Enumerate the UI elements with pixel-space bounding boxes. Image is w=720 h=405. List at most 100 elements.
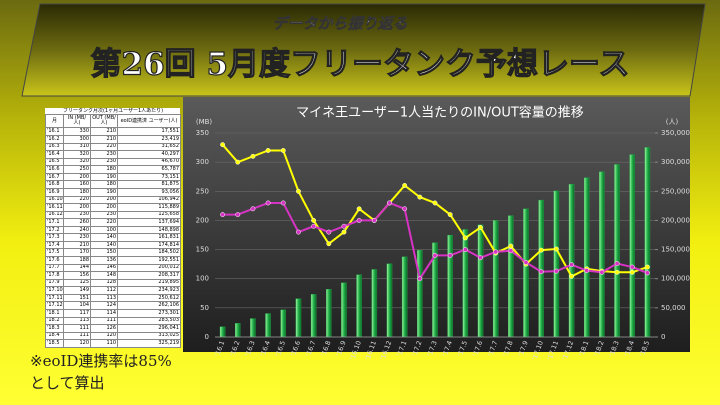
bar	[447, 234, 453, 338]
line-marker	[569, 262, 575, 268]
table-cell: 113	[63, 316, 91, 326]
table-cell: 148	[90, 271, 118, 280]
table-row: '16.10 220 200 106,942	[45, 195, 182, 205]
line-marker	[553, 246, 559, 252]
table-row: '16.6 250 180 65,787	[45, 165, 182, 174]
bar	[401, 256, 408, 338]
table-row: '18.1 117 114 273,301	[45, 308, 182, 318]
table-cell: 200	[90, 203, 118, 212]
line-marker	[462, 247, 468, 253]
y-axis-label: (MB)	[196, 118, 213, 126]
bar	[417, 250, 423, 338]
table-row: '17.10 149 112 234,923	[45, 286, 182, 295]
line-marker	[235, 212, 241, 218]
line-marker	[432, 200, 438, 206]
banner-subtitle: データから振り返る	[272, 15, 407, 33]
table-cell: 111	[63, 331, 91, 341]
table-cell: 100	[90, 225, 118, 235]
table-cell: 124	[90, 301, 118, 310]
line-marker	[523, 259, 529, 265]
table-cell: '17.10	[45, 286, 64, 295]
line-marker	[402, 206, 408, 212]
table-cell: 112	[90, 286, 118, 295]
line-marker	[326, 241, 332, 247]
table-cell: '16.2	[45, 135, 64, 144]
line-marker	[220, 212, 226, 218]
table-row: '16.9 180 190 93,056	[45, 187, 182, 197]
table-cell: 188	[63, 256, 91, 265]
y2-axis-label: (人)	[666, 118, 679, 126]
line-marker	[250, 153, 256, 159]
table-row: '16.5 320 230 46,670	[45, 157, 182, 167]
table-cell: 320	[63, 157, 91, 167]
table-cell: 161,831	[116, 233, 182, 242]
table-cell: 325,219	[116, 339, 182, 348]
table-cell: 240	[63, 225, 91, 235]
chart-title: マイネ王ユーザー1人当たりのIN/OUT容量の推移	[296, 105, 584, 121]
table-cell: 160	[63, 180, 91, 189]
table-cell: 219,895	[116, 278, 182, 288]
line-marker	[478, 255, 483, 261]
table-row: '16.8 160 180 81,875	[45, 180, 182, 189]
table-cell: 104	[63, 301, 91, 310]
line-marker	[311, 223, 317, 229]
line-marker	[235, 159, 241, 165]
table-cell: 300	[63, 135, 91, 144]
y2-tick-label: 300,000	[661, 158, 690, 166]
bar	[508, 215, 514, 338]
table-cell: 111	[90, 316, 118, 326]
table-cell: 149	[63, 286, 91, 295]
bar	[583, 177, 590, 338]
table-row: '17.4 210 140 174,814	[45, 240, 182, 250]
line-marker	[462, 235, 468, 241]
line-marker	[326, 229, 332, 235]
table-cell: 230	[90, 157, 118, 167]
table-cell: 120	[90, 331, 118, 341]
table-cell: '16.9	[45, 187, 64, 197]
table-cell: '16.11	[45, 203, 64, 212]
table-row: '17.6 188 136 192,551	[45, 256, 182, 265]
table-cell: 156	[63, 271, 91, 280]
table-cell: '17.6	[45, 256, 64, 265]
banner	[21, 3, 706, 97]
line-marker	[250, 206, 256, 212]
bar	[538, 199, 544, 338]
table-cell: 230	[90, 150, 118, 159]
table-title-row: フリータンク月次(1ヶ月ユーザー1人あたり)	[46, 108, 181, 115]
table-cell: 110	[90, 339, 118, 348]
table-cell: '18.3	[45, 324, 64, 333]
table-row: '18.2 113 111 283,503	[45, 316, 182, 326]
bar	[235, 323, 241, 338]
y2-tick-label: 200,000	[661, 216, 690, 224]
bar	[553, 190, 560, 338]
table-cell: 120	[63, 339, 91, 348]
table-cell: 262,106	[116, 301, 182, 310]
bar	[386, 263, 393, 338]
table-cell: '16.10	[45, 195, 64, 205]
bar	[280, 309, 287, 338]
table-cell: 93,056	[116, 187, 182, 197]
bar	[568, 184, 575, 338]
table-cell: 310	[63, 142, 91, 152]
table-cell: 200	[63, 203, 91, 212]
table-cell: 180	[63, 187, 91, 197]
table-row: '17.1 260 220 137,694	[45, 218, 182, 227]
bar	[250, 318, 256, 338]
table-row: '16.12 230 230 125,658	[45, 210, 182, 220]
y-tick-label: 0	[205, 333, 209, 341]
table-cell: 125	[63, 278, 91, 288]
note-line: として算出	[30, 374, 105, 392]
table-cell: 180	[90, 180, 118, 189]
table-cell: 126	[90, 324, 118, 333]
table: フリータンク月次(1ヶ月ユーザー1人あたり) 月 IN (MB/人) OUT (MB/…	[45, 108, 182, 348]
table-cell: 148,898	[116, 225, 182, 235]
table-cell: '18.1	[45, 308, 64, 318]
table-row: '18.4 111 120 313,025	[45, 331, 182, 341]
line-marker	[295, 229, 301, 235]
table-cell: 250	[63, 165, 91, 174]
line-marker	[265, 200, 271, 206]
table-row: '16.11 200 200 115,889	[45, 203, 182, 212]
table-cell: '17.3	[45, 233, 64, 242]
line-marker	[280, 148, 286, 153]
